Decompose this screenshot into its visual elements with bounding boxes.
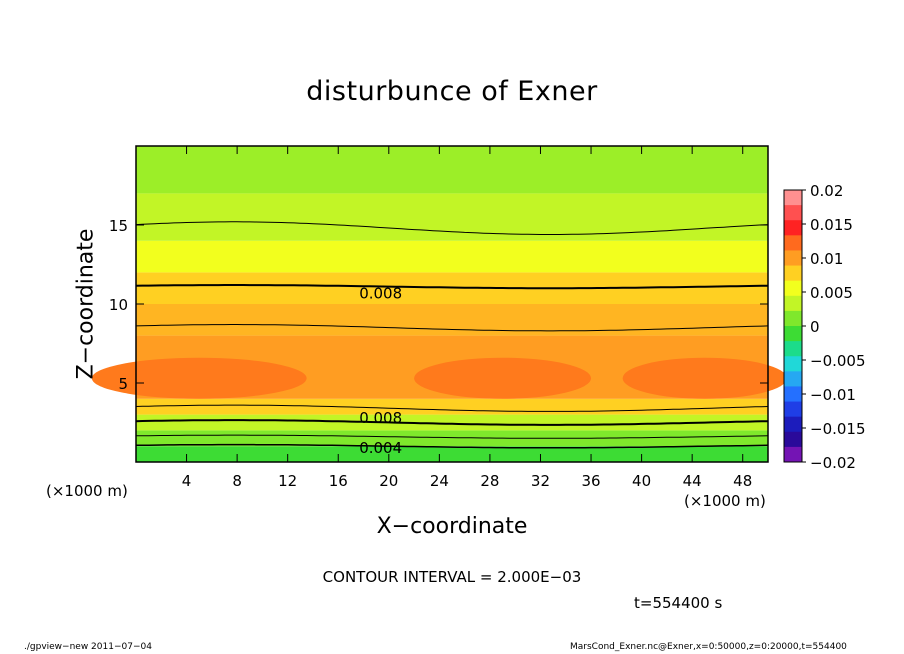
time-stamp: t=554400 s (634, 594, 723, 612)
x-tick-label: 48 (733, 472, 752, 490)
x-tick-label: 4 (182, 472, 192, 490)
field-core (91, 357, 307, 399)
colorbar-segment (784, 431, 802, 448)
colorbar-label: 0.01 (810, 250, 843, 268)
colorbar-label: 0 (810, 318, 820, 336)
x-tick-label: 16 (329, 472, 348, 490)
x-tick-label: 20 (379, 472, 398, 490)
field-band (136, 414, 768, 431)
field-band (136, 398, 768, 415)
field-band (136, 146, 768, 194)
colorbar-segment (784, 386, 802, 403)
y-axis-label: Z−coordinate (73, 228, 99, 380)
colorbar-label: −0.015 (810, 420, 866, 438)
chart-title: disturbunce of Exner (306, 76, 598, 107)
heatmap-field (91, 146, 787, 462)
colorbar-label: −0.01 (810, 386, 856, 404)
x-tick-label: 12 (278, 472, 297, 490)
x-tick-label: 36 (581, 472, 600, 490)
colorbar-label: −0.005 (810, 352, 866, 370)
x-unit-label-right: (×1000 m) (684, 492, 766, 510)
contour-line (135, 434, 769, 439)
colorbar-segment (784, 205, 802, 221)
colorbar-segment (784, 280, 802, 297)
contour-line (135, 284, 769, 290)
field-band (136, 193, 768, 241)
field-band (136, 240, 768, 273)
contour-line (135, 443, 769, 449)
field-band (136, 446, 768, 462)
colorbar-segment (784, 356, 802, 372)
colorbar-label: −0.02 (810, 454, 856, 472)
x-tick-label: 44 (683, 472, 702, 490)
contour-label: 0.008 (359, 409, 402, 427)
x-tick-label: 24 (430, 472, 449, 490)
field-core (622, 357, 787, 399)
x-tick-label: 28 (480, 472, 499, 490)
contour-lines: 0.008 0.008 0.004 (135, 221, 769, 457)
footer-right: MarsCond_Exner.nc@Exner,x=0:50000,z=0:20… (570, 642, 847, 652)
colorbar-segment (784, 190, 802, 206)
x-tick-label: 8 (232, 472, 242, 490)
field-band (136, 430, 768, 447)
colorbar-segment (784, 310, 802, 327)
field-band (136, 304, 768, 336)
colorbar-label: 0.015 (810, 216, 853, 234)
x-tick-label: 32 (531, 472, 550, 490)
colorbar-segment (784, 341, 802, 357)
colorbar-segment (784, 235, 802, 251)
x-axis-label: X−coordinate (376, 514, 528, 539)
contour-line (135, 221, 769, 235)
colorbar-segment (784, 371, 802, 387)
colorbar-label: 0.005 (810, 284, 853, 302)
colorbar-segment (784, 326, 802, 342)
footer-left: ./gpview−new 2011−07−04 (24, 642, 152, 652)
x-unit-label-left: (×1000 m) (46, 482, 128, 500)
contour-line (135, 419, 769, 426)
contour-line (135, 324, 769, 332)
colorbar-segment (784, 265, 802, 282)
colorbar-segment (784, 446, 802, 463)
y-tick-label: 10 (109, 296, 128, 314)
colorbar-segment (784, 250, 802, 267)
y-tick-label: 5 (118, 375, 128, 393)
field-core (414, 357, 592, 399)
colorbar-segment (784, 416, 802, 433)
contour-interval-text: CONTOUR INTERVAL = 2.000E−03 (322, 568, 582, 586)
colorbar-segment (784, 220, 802, 236)
contour-label: 0.004 (359, 439, 402, 457)
contour-line (135, 404, 769, 412)
x-tick-label: 40 (632, 472, 651, 490)
colorbar-segment (784, 401, 802, 418)
contour-label: 0.008 (359, 284, 402, 302)
colorbar: 0.02 0.015 0.01 0.005 0 −0.005 −0.01 −0.015 −0.0… (783, 182, 866, 472)
colorbar-label: 0.02 (810, 182, 843, 200)
y-tick-label: 15 (109, 217, 128, 235)
colorbar-segment (784, 295, 802, 312)
